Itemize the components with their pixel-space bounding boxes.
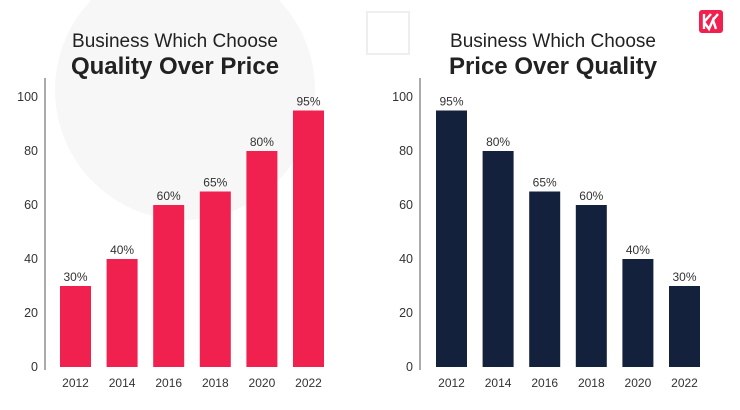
x-tick-label: 2014 (485, 376, 512, 390)
y-tick-label: 60 (24, 198, 38, 212)
data-label: 40% (626, 243, 650, 257)
bar-2012 (60, 286, 91, 367)
data-label: 40% (110, 243, 134, 257)
chart-title-line1: Business Which Choose (450, 31, 656, 52)
data-label: 30% (672, 270, 696, 284)
bar-2016 (529, 191, 561, 367)
x-tick-label: 2018 (578, 376, 605, 390)
y-tick-label: 40 (24, 252, 38, 266)
background-square (366, 11, 410, 55)
bar-2022 (669, 286, 700, 367)
x-tick-label: 2018 (202, 376, 229, 390)
bar-2020 (246, 151, 278, 367)
x-tick-label: 2020 (625, 376, 652, 390)
bar-2018 (199, 191, 231, 367)
logo (699, 10, 723, 33)
x-tick-label: 2012 (438, 376, 465, 390)
x-tick-label: 2020 (249, 376, 276, 390)
chart-title-line2: Price Over Quality (449, 53, 658, 80)
bar-2014 (482, 151, 514, 367)
data-label: 60% (157, 189, 181, 203)
bar-2018 (575, 205, 607, 367)
y-tick-label: 40 (399, 252, 413, 266)
data-label: 65% (203, 176, 227, 190)
data-label: 60% (579, 189, 603, 203)
y-tick-label: 20 (399, 306, 413, 320)
y-tick-label: 0 (31, 360, 38, 374)
chart-title-line1: Business Which Choose (72, 31, 278, 52)
y-tick-label: 80 (24, 144, 38, 158)
bar-2022 (293, 110, 324, 367)
x-tick-label: 2016 (531, 376, 558, 390)
bar-2012 (436, 110, 467, 367)
x-tick-label: 2022 (295, 376, 322, 390)
y-tick-label: 100 (17, 90, 38, 104)
y-tick-label: 20 (24, 306, 38, 320)
x-tick-label: 2014 (109, 376, 136, 390)
data-label: 95% (439, 95, 463, 109)
y-tick-label: 100 (392, 90, 413, 104)
data-label: 30% (63, 270, 87, 284)
y-tick-label: 80 (399, 144, 413, 158)
bar-2020 (622, 259, 654, 367)
data-label: 80% (486, 135, 510, 149)
data-label: 80% (250, 135, 274, 149)
x-tick-label: 2012 (62, 376, 89, 390)
bar-2014 (106, 259, 138, 367)
y-tick-label: 60 (399, 198, 413, 212)
chart-title-line2: Quality Over Price (71, 53, 279, 80)
data-label: 95% (296, 95, 320, 109)
data-label: 65% (533, 176, 557, 190)
bar-2016 (153, 205, 185, 367)
x-tick-label: 2022 (671, 376, 698, 390)
y-tick-label: 0 (406, 360, 413, 374)
x-tick-label: 2016 (155, 376, 182, 390)
